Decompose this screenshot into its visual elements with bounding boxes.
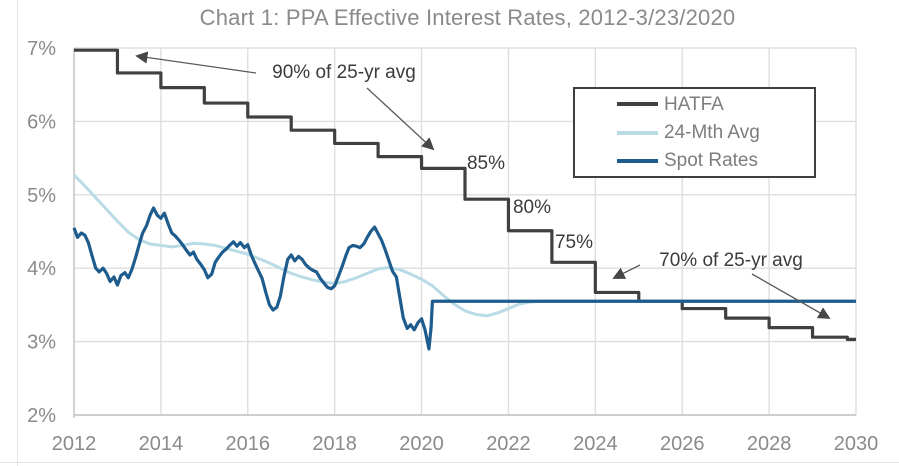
- hatfa-line-swatch: [617, 102, 658, 107]
- x-axis-tick-label: 2014: [139, 433, 184, 455]
- spot-rates-line-swatch: [617, 158, 658, 163]
- spot-rates-line: [72, 206, 856, 351]
- legend-label-24mth-avg: 24-Mth Avg: [664, 122, 760, 143]
- window-edge-left: [17, 0, 18, 466]
- ann-70pct: 70% of 25-yr avg: [659, 250, 803, 271]
- ann-75pct: 75%: [555, 232, 593, 253]
- annotation-arrow: [135, 51, 257, 74]
- y-axis-tick-label: 2%: [27, 405, 56, 427]
- ann-90pct: 90% of 25-yr avg: [272, 62, 416, 83]
- y-axis-tick-label: 7%: [27, 38, 56, 60]
- legend-box[interactable]: HATFA 24-Mth Avg Spot Rates: [573, 87, 816, 178]
- annotation-arrow: [366, 87, 435, 151]
- legend-row-hatfa: HATFA: [575, 91, 814, 117]
- y-axis-tick-label: 3%: [27, 332, 56, 354]
- 24mth-avg-line-swatch: [617, 130, 658, 135]
- x-axis-tick-label: 2026: [660, 433, 705, 455]
- annotation-arrow: [612, 264, 641, 279]
- chart-title: Chart 1: PPA Effective Interest Rates, 2…: [199, 5, 736, 30]
- ann-80pct: 80%: [513, 197, 551, 218]
- x-axis-tick-label: 2022: [486, 433, 531, 455]
- legend-row-24mth-avg: 24-Mth Avg: [575, 120, 814, 146]
- y-axis-tick-label: 6%: [27, 111, 56, 133]
- x-axis-tick-label: 2024: [573, 433, 618, 455]
- y-axis-tick-label: 5%: [27, 185, 56, 207]
- x-axis-tick-label: 2020: [399, 433, 444, 455]
- x-axis-tick-label: 2028: [747, 433, 792, 455]
- ann-85pct: 85%: [467, 153, 505, 174]
- 24-mth-avg-line: [72, 173, 856, 318]
- hatfa-line: [74, 48, 856, 341]
- legend-label-hatfa: HATFA: [664, 93, 724, 115]
- annotation-arrow: [751, 273, 831, 319]
- x-axis-tick-label: 2016: [226, 433, 271, 455]
- x-axis-tick-label: 2030: [834, 433, 879, 455]
- x-axis-tick-label: 2012: [52, 433, 97, 455]
- x-axis-tick-label: 2018: [312, 433, 357, 455]
- legend-label-spot-rates: Spot Rates: [664, 150, 758, 172]
- y-axis-tick-label: 4%: [27, 258, 56, 280]
- legend-row-spot-rates: Spot Rates: [575, 148, 814, 174]
- window-edge-bottom: [0, 462, 899, 463]
